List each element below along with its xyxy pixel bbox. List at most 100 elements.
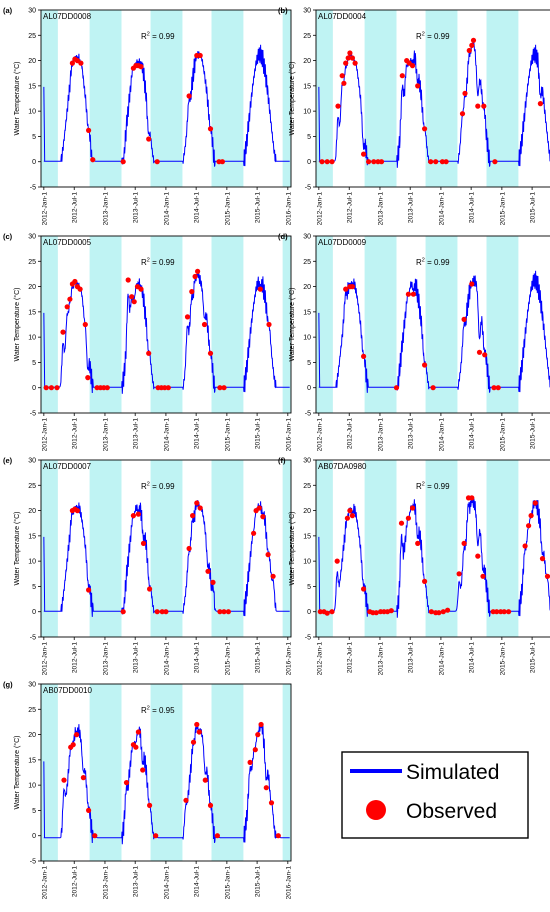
winter-shade xyxy=(150,684,183,861)
x-tick-label: 2012-Jan-1 xyxy=(41,866,48,900)
observed-point xyxy=(329,609,335,615)
observed-point xyxy=(54,385,60,391)
y-tick-label: 0 xyxy=(32,385,36,392)
observed-point xyxy=(388,608,394,614)
x-tick-label: 2012-Jan-1 xyxy=(316,642,323,676)
observed-point xyxy=(494,609,500,615)
observed-point xyxy=(439,159,445,165)
observed-point xyxy=(256,505,262,511)
observed-point xyxy=(140,540,147,547)
observed-point xyxy=(260,514,266,520)
winter-shade xyxy=(41,460,58,637)
winter-shade xyxy=(364,236,397,413)
observed-point xyxy=(537,101,544,107)
observed-point xyxy=(120,609,126,615)
x-tick-label: 2012-Jan-1 xyxy=(41,642,48,676)
observed-point xyxy=(481,103,487,109)
winter-shade xyxy=(150,236,183,413)
y-tick-label: 25 xyxy=(28,259,36,266)
y-tick-label: 20 xyxy=(28,508,36,515)
y-tick-label: 20 xyxy=(303,58,311,65)
observed-point xyxy=(154,609,160,615)
observed-point xyxy=(544,573,550,579)
winter-shade xyxy=(150,460,183,637)
r-squared: R2 = 0.95 xyxy=(141,706,175,716)
x-tick-label: 2015-Jan-1 xyxy=(499,192,506,226)
observed-point xyxy=(352,60,358,66)
panel-f: -5 0 5 10 15 20 25 30 2012-Jan-1 2012-Jul-1 2013-J… xyxy=(278,456,550,675)
r-squared: R2 = 0.99 xyxy=(416,32,450,42)
winter-shade xyxy=(316,460,333,637)
observed-point xyxy=(347,508,353,514)
y-tick-label: 30 xyxy=(28,682,36,689)
x-tick-label: 2012-Jan-1 xyxy=(41,418,48,452)
observed-point xyxy=(225,609,231,615)
y-tick-label: -5 xyxy=(30,859,36,866)
station-id: AB07DA0980 xyxy=(318,462,367,471)
y-tick-label: 20 xyxy=(28,284,36,291)
y-tick-label: 0 xyxy=(32,609,36,616)
observed-point xyxy=(317,609,323,615)
observed-point xyxy=(217,609,223,615)
y-tick-label: 30 xyxy=(303,458,311,465)
observed-point xyxy=(422,578,428,585)
simulated-line xyxy=(318,270,550,393)
winter-shade xyxy=(316,236,333,413)
x-tick-label: 2014-Jan-1 xyxy=(438,642,445,676)
station-id: AL07DD0004 xyxy=(318,12,367,21)
y-axis-label: Water Temperature (°C) xyxy=(288,288,296,362)
observed-point xyxy=(80,775,86,781)
legend: Simulated Observed xyxy=(341,751,529,839)
observed-point xyxy=(415,540,421,547)
observed-point xyxy=(131,299,137,305)
winter-shade xyxy=(89,10,122,187)
observed-point xyxy=(190,739,197,745)
x-tick-label: 2014-Jul-1 xyxy=(469,642,476,673)
observed-point xyxy=(190,513,196,519)
winter-shade xyxy=(486,236,519,413)
observed-point xyxy=(135,729,141,735)
winter-shade xyxy=(150,10,183,187)
observed-point xyxy=(207,126,214,132)
observed-point xyxy=(85,375,91,381)
observed-point xyxy=(194,500,200,506)
winter-shade xyxy=(425,460,458,637)
observed-point xyxy=(159,609,165,615)
y-tick-label: 5 xyxy=(32,584,36,591)
panel-letter: (d) xyxy=(278,232,288,241)
station-id: AL07DD0009 xyxy=(318,238,367,247)
panel-e: -5 0 5 10 15 20 25 30 2012-Jan-1 2012-Jul-1 2013-J… xyxy=(3,456,292,675)
observed-point xyxy=(207,802,214,809)
x-tick-label: 2015-Jan-1 xyxy=(499,418,506,452)
r-squared: R2 = 0.99 xyxy=(141,32,175,42)
observed-point xyxy=(153,833,159,839)
observed-point xyxy=(491,385,497,391)
observed-point xyxy=(436,610,442,616)
observed-point xyxy=(70,742,76,748)
observed-point xyxy=(522,543,528,549)
station-id: AL07DD0005 xyxy=(43,238,92,247)
y-tick-label: 25 xyxy=(28,33,36,40)
observed-point xyxy=(409,505,416,511)
y-tick-label: 15 xyxy=(28,533,36,540)
observed-point xyxy=(466,47,472,54)
r-squared: R2 = 0.99 xyxy=(141,482,175,492)
panel-letter: (f) xyxy=(278,456,286,465)
observed-point xyxy=(361,586,367,592)
observed-point xyxy=(138,286,144,292)
y-tick-label: 10 xyxy=(28,335,36,342)
observed-point xyxy=(258,721,264,728)
observed-point xyxy=(422,362,428,368)
observed-point xyxy=(154,159,160,165)
x-tick-label: 2013-Jul-1 xyxy=(133,192,140,223)
observed-point xyxy=(90,157,96,163)
observed-point xyxy=(433,159,439,165)
y-tick-label: 25 xyxy=(28,707,36,714)
legend-observed-marker xyxy=(366,800,386,820)
observed-point xyxy=(422,126,428,132)
x-tick-label: 2013-Jul-1 xyxy=(408,418,415,449)
winter-shade xyxy=(41,684,58,861)
x-tick-label: 2014-Jan-1 xyxy=(163,642,170,676)
observed-point xyxy=(146,136,152,142)
